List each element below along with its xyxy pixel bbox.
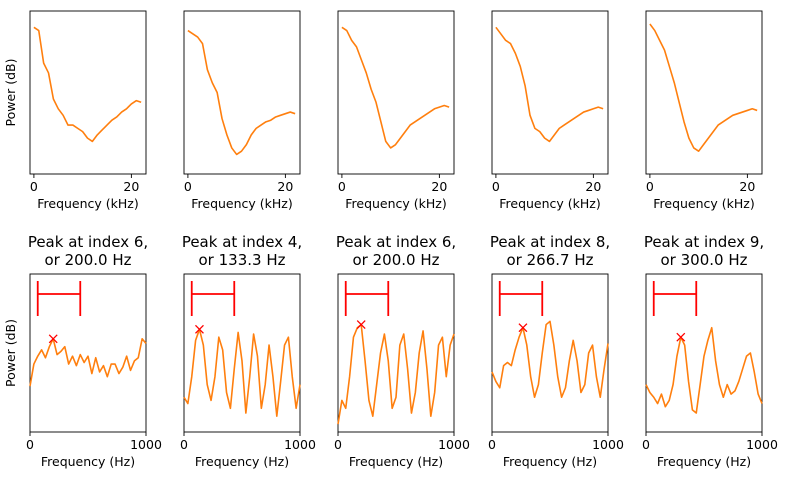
x-tick-label: 20 [123, 179, 139, 194]
panel-title-line2: or 200.0 Hz [45, 251, 132, 269]
peak-marker [518, 323, 528, 333]
peak-marker [356, 320, 366, 330]
top-panel-1: 0 20 Frequency (kHz) Power (dB) [3, 10, 147, 211]
peak-marker-stroke-b [356, 320, 366, 330]
x-axis-label: Frequency (Hz) [657, 454, 751, 469]
series-line [29, 337, 147, 387]
peak-marker-stroke-b [48, 334, 58, 344]
x-axis-label: Frequency (Hz) [349, 454, 443, 469]
peak-marker-stroke-b [195, 324, 204, 334]
x-tick-label: 20 [739, 179, 755, 194]
panel-title-line1: Peak at index 9, [644, 233, 764, 251]
range-bracket [652, 281, 698, 316]
panel-title-line2: or 266.7 Hz [507, 251, 594, 269]
bottom-panel-5: 0 1000 Frequency (Hz) Peak at index 9,or 30… [642, 233, 778, 469]
x-tick-label: 0 [26, 437, 34, 452]
x-tick-label: 0 [338, 179, 346, 194]
series-line [495, 26, 604, 143]
x-axis-label: Frequency (Hz) [41, 454, 135, 469]
series-line [645, 326, 763, 414]
peak-marker [48, 334, 58, 344]
series-line [33, 26, 142, 143]
bottom-panel-1: 0 1000 Frequency (Hz) Power (dB) Peak at ind… [3, 233, 162, 469]
bottom-panel-3: 0 1000 Frequency (Hz) Peak at index 6,or 20… [334, 233, 470, 469]
x-tick-label: 0 [642, 437, 650, 452]
x-tick-label: 1000 [592, 437, 624, 452]
y-axis-label: Power (dB) [3, 58, 18, 126]
x-axis-label: Frequency (kHz) [345, 196, 447, 211]
range-bracket [190, 281, 236, 316]
bottom-row: 0 1000 Frequency (Hz) Power (dB) Peak at ind… [3, 233, 778, 469]
x-tick-label: 0 [646, 179, 654, 194]
x-axis-label: Frequency (kHz) [191, 196, 293, 211]
range-bracket [498, 281, 544, 316]
peak-marker-stroke-b [518, 323, 528, 333]
panel-title-line2: or 200.0 Hz [353, 251, 440, 269]
axes-frame [645, 10, 763, 175]
axes-frame [29, 10, 147, 175]
range-bracket [36, 281, 82, 316]
top-panel-4: 0 20 Frequency (kHz) [491, 10, 609, 211]
bottom-panel-2: 0 1000 Frequency (Hz) Peak at index 4,or 13… [180, 233, 316, 469]
peak-marker-stroke-b [676, 332, 686, 342]
x-tick-label: 0 [30, 179, 38, 194]
bottom-panel-4: 0 1000 Frequency (Hz) Peak at index 8,or 26… [488, 233, 624, 469]
x-tick-label: 1000 [438, 437, 470, 452]
series-line [183, 328, 301, 417]
panel-title-line2: or 300.0 Hz [661, 251, 748, 269]
x-axis-label: Frequency (Hz) [195, 454, 289, 469]
x-axis-label: Frequency (kHz) [37, 196, 139, 211]
panel-title-line1: Peak at index 8, [490, 233, 610, 251]
series-line [341, 26, 450, 149]
peak-marker [676, 332, 686, 342]
x-tick-label: 0 [180, 437, 188, 452]
x-tick-label: 1000 [746, 437, 778, 452]
x-tick-label: 20 [585, 179, 601, 194]
top-panel-5: 0 20 Frequency (kHz) [645, 10, 763, 211]
x-tick-label: 20 [431, 179, 447, 194]
axes-frame [337, 273, 455, 433]
axes-frame [645, 273, 763, 433]
axes-frame [183, 10, 301, 175]
axes-frame [183, 273, 301, 433]
series-line [491, 320, 609, 399]
range-bracket [344, 281, 390, 316]
x-axis-label: Frequency (Hz) [503, 454, 597, 469]
x-tick-label: 1000 [130, 437, 162, 452]
x-axis-label: Frequency (kHz) [653, 196, 755, 211]
peak-marker [195, 324, 204, 334]
axes-frame [491, 273, 609, 433]
axes-frame [337, 10, 455, 175]
y-axis-label: Power (dB) [3, 319, 18, 387]
series-line [649, 23, 758, 152]
panel-title-line1: Peak at index 4, [182, 233, 302, 251]
x-axis-label: Frequency (kHz) [499, 196, 601, 211]
x-tick-label: 0 [334, 437, 342, 452]
x-tick-label: 20 [277, 179, 293, 194]
axes-frame [491, 10, 609, 175]
top-panel-2: 0 20 Frequency (kHz) [183, 10, 301, 211]
top-panel-3: 0 20 Frequency (kHz) [337, 10, 455, 211]
axes-frame [29, 273, 147, 433]
panel-title-line2: or 133.3 Hz [199, 251, 286, 269]
x-tick-label: 1000 [284, 437, 316, 452]
top-row: 0 20 Frequency (kHz) Power (dB) 0 20 Frequency… [3, 10, 763, 211]
panel-title-line1: Peak at index 6, [28, 233, 148, 251]
x-tick-label: 0 [184, 179, 192, 194]
x-tick-label: 0 [488, 437, 496, 452]
x-tick-label: 0 [492, 179, 500, 194]
panel-title-line1: Peak at index 6, [336, 233, 456, 251]
series-line [187, 29, 296, 156]
